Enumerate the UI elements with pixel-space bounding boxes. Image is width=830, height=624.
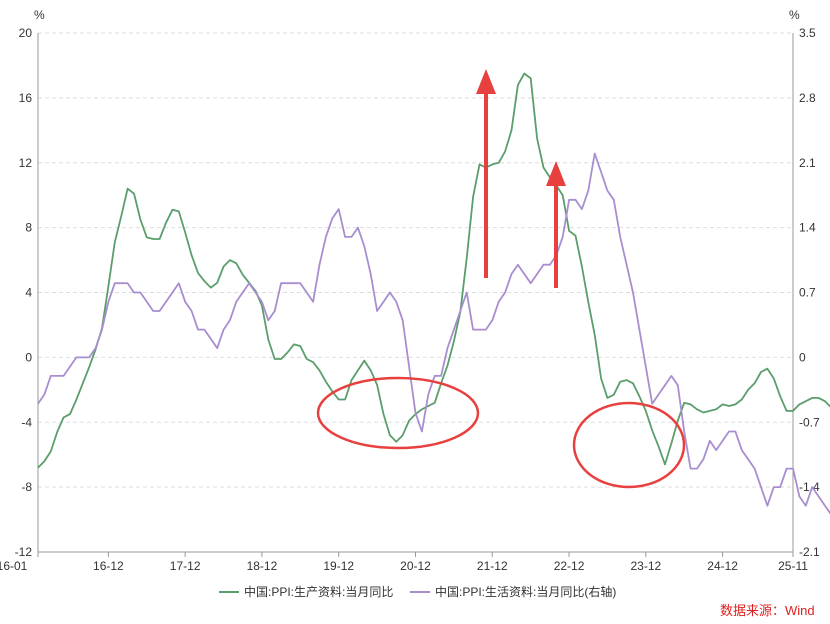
left-tick-label: 16 [19, 91, 33, 105]
right-tick-label: -0.7 [799, 415, 820, 429]
right-tick-label: 3.5 [799, 26, 816, 40]
left-tick-label: -4 [21, 415, 32, 429]
highlight-circle-2 [572, 401, 686, 489]
left-tick-label: 12 [19, 156, 33, 170]
left-axis-unit: % [34, 8, 45, 22]
left-axis-ticks: 20 16 12 8 4 0 -4 -8 -12 [15, 26, 33, 559]
left-tick-label: 4 [25, 286, 32, 300]
right-tick-label: -2.1 [799, 545, 820, 559]
x-tick-label: 16-01 [0, 559, 28, 573]
highlight-circle-1 [316, 376, 480, 450]
x-axis-ticks: 16-01 16-12 17-12 18-12 19-12 20-12 21-12 22-12… [0, 552, 808, 573]
right-axis-unit: % [789, 8, 800, 22]
right-tick-label: 0 [799, 350, 806, 364]
series-line-production [37, 72, 830, 469]
x-tick-label: 24-12 [707, 559, 738, 573]
x-tick-label: 17-12 [170, 559, 201, 573]
series-lines [37, 72, 830, 515]
legend-label-production: 中国:PPI:生产资料:当月同比 [244, 584, 393, 599]
right-tick-label: 0.7 [799, 286, 816, 300]
x-tick-label: 16-12 [93, 559, 124, 573]
left-tick-label: -12 [15, 545, 33, 559]
legend-label-consumer: 中国:PPI:生活资料:当月同比(右轴) [435, 584, 616, 599]
up-arrow-2-head [546, 161, 566, 186]
left-tick-label: 0 [25, 350, 32, 364]
right-tick-label: 2.8 [799, 91, 816, 105]
grid-lines [38, 32, 793, 488]
left-tick-label: 8 [25, 221, 32, 235]
right-tick-label: -1.4 [799, 480, 820, 494]
left-tick-label: 20 [19, 26, 33, 40]
legend: 中国:PPI:生产资料:当月同比 中国:PPI:生活资料:当月同比(右轴) [219, 584, 616, 599]
x-tick-label: 19-12 [323, 559, 354, 573]
x-tick-label: 23-12 [630, 559, 661, 573]
x-tick-label: 25-11 [778, 559, 808, 573]
x-tick-label: 20-12 [400, 559, 431, 573]
series-line-consumer [37, 152, 830, 515]
right-tick-label: 2.1 [799, 156, 816, 170]
data-source: 数据来源：Wind [720, 603, 815, 618]
right-tick-label: 1.4 [799, 221, 816, 235]
left-tick-label: -8 [21, 480, 32, 494]
right-axis-ticks: 3.5 2.8 2.1 1.4 0.7 0 -0.7 -1.4 -2.1 [799, 26, 820, 559]
x-tick-label: 21-12 [477, 559, 508, 573]
x-tick-label: 18-12 [247, 559, 278, 573]
annotations [316, 69, 686, 489]
x-tick-label: 22-12 [554, 559, 585, 573]
up-arrow-1-head [476, 69, 496, 94]
